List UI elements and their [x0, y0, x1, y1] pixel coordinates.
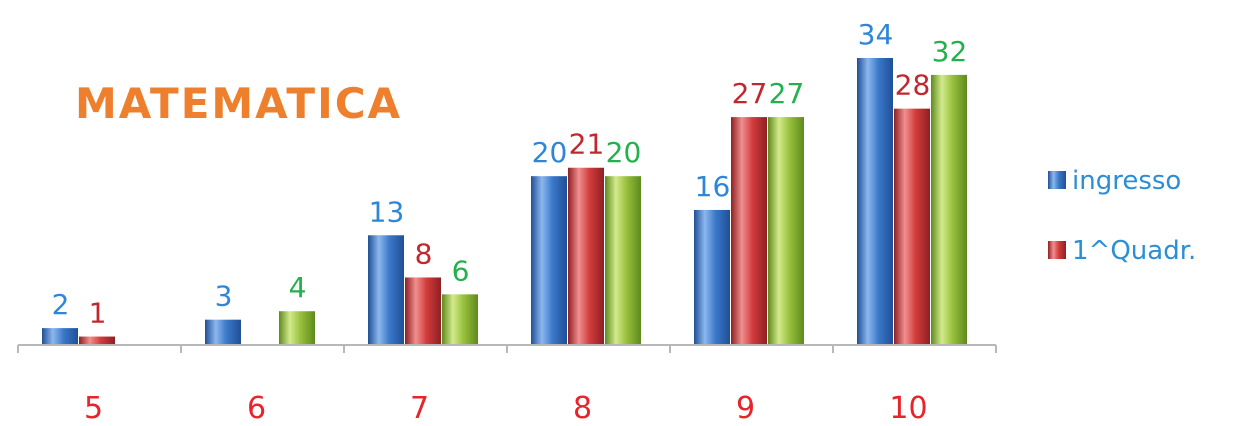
bar-2-9: [731, 117, 767, 346]
data-label: 28: [895, 69, 931, 102]
category-label: 5: [84, 391, 103, 426]
data-label: 6: [452, 254, 470, 287]
category-label: 6: [247, 391, 266, 426]
chart-title: MATEMATICA: [75, 79, 402, 128]
legend-label: 1^Quadr.: [1072, 236, 1196, 266]
legend: ingresso 1^Quadr.: [1048, 166, 1196, 266]
category-label: 8: [573, 391, 592, 426]
bar-1-9: [694, 209, 730, 345]
bar-3-10: [931, 74, 967, 345]
data-label: 27: [769, 77, 805, 110]
data-label: 20: [606, 136, 642, 169]
bars-layer: [42, 58, 967, 346]
bar-1-8: [531, 176, 567, 345]
category-label: 9: [736, 391, 755, 426]
data-label: 3: [215, 280, 233, 313]
data-label: 27: [732, 77, 768, 110]
bar-3-8: [605, 176, 641, 345]
bar-2-8: [568, 167, 604, 345]
data-label: 21: [569, 128, 605, 161]
data-label: 1: [89, 297, 107, 330]
bar-3-9: [768, 117, 804, 346]
bar-1-7: [368, 235, 404, 345]
bar-3-6: [279, 311, 315, 345]
category-label: 7: [410, 391, 429, 426]
data-label: 13: [369, 195, 405, 228]
data-label: 32: [932, 35, 968, 68]
x-axis: [17, 344, 997, 353]
category-label: 10: [889, 391, 927, 426]
data-label: 4: [289, 271, 307, 304]
bar-2-5: [79, 336, 115, 345]
bar-1-5: [42, 328, 78, 345]
bar-1-6: [205, 319, 241, 345]
legend-swatch: [1048, 241, 1066, 259]
data-label: 16: [695, 170, 731, 203]
legend-swatch: [1048, 171, 1066, 189]
data-label: 8: [415, 237, 433, 270]
data-label: 2: [52, 288, 70, 321]
bar-2-10: [894, 108, 930, 345]
category-labels: 5 6 7 8 9 10: [84, 391, 928, 426]
data-labels: 2 3 13 20 16 34 1 8 21 27 28 4 6 20 27 32: [52, 18, 968, 330]
legend-label: ingresso: [1072, 166, 1181, 196]
data-label: 20: [532, 136, 568, 169]
bar-1-10: [857, 58, 893, 345]
bar-2-7: [405, 277, 441, 345]
data-label: 34: [858, 18, 894, 51]
bar-3-7: [442, 294, 478, 345]
